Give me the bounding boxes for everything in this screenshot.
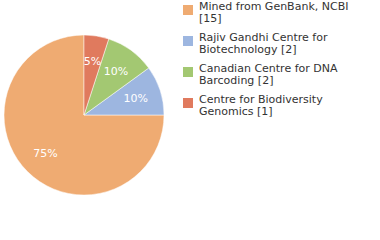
chart: 75%10%10%5%Mined from GenBank, NCBI[15]R… [0, 0, 380, 240]
data-label: 5% [84, 55, 101, 68]
legend: Mined from GenBank, NCBI[15] Rajiv Gandhi… [183, 0, 348, 118]
legend-label: Mined from GenBank, NCBI[15] [199, 0, 348, 25]
legend-swatch [183, 98, 193, 108]
pie-slice [4, 35, 164, 195]
legend-swatch [183, 36, 193, 46]
legend-swatch [183, 67, 193, 77]
legend-label: Centre for BiodiversityGenomics [1] [199, 93, 323, 118]
data-label: 75% [33, 147, 57, 160]
legend-swatch [183, 5, 193, 15]
pie: 75%10%10%5% [4, 35, 164, 195]
legend-label: Rajiv Gandhi Centre forBiotechnology [2] [199, 31, 328, 56]
legend-label: Canadian Centre for DNABarcoding [2] [199, 62, 338, 87]
data-label: 10% [124, 92, 148, 105]
data-label: 10% [104, 65, 128, 78]
